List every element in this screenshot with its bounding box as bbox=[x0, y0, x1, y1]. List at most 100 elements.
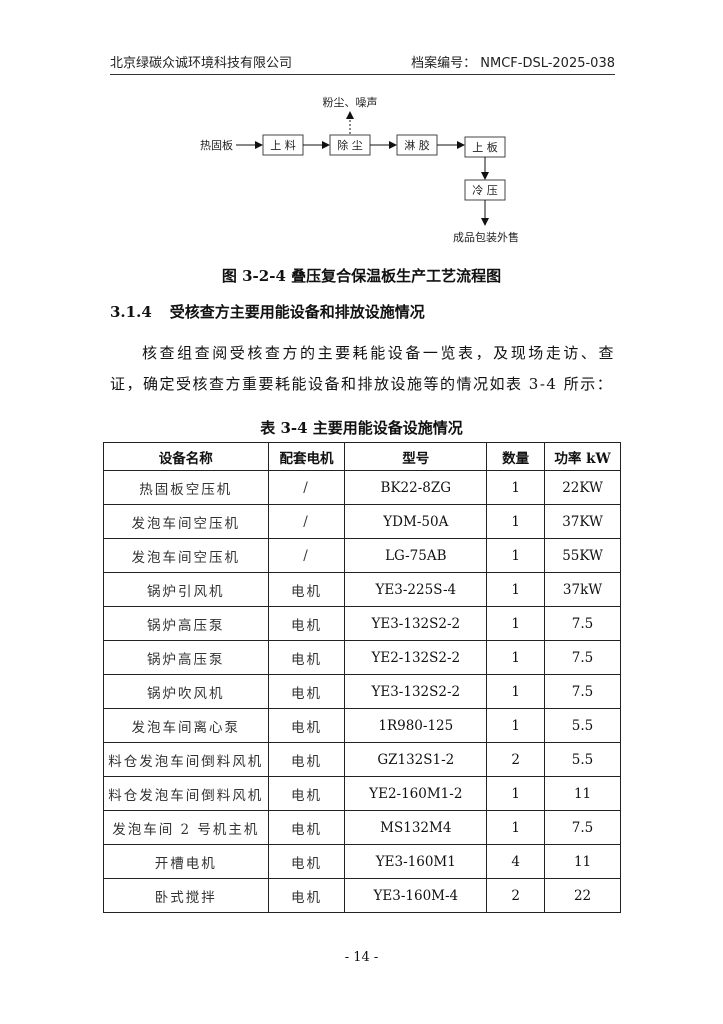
table-row: 发泡车间 2 号机主机 电机 MS132M4 1 7.5 bbox=[103, 810, 621, 845]
table-cell: YE3-225S-4 bbox=[344, 572, 488, 607]
table-cell: 发泡车间空压机 bbox=[103, 538, 269, 573]
page-number: - 14 - bbox=[344, 950, 379, 965]
column-header: 配套电机 bbox=[267, 442, 346, 471]
table-cell: / bbox=[267, 504, 346, 539]
table-cell: 发泡车间空压机 bbox=[103, 504, 269, 539]
table-cell: 55KW bbox=[544, 538, 621, 573]
table-cell: / bbox=[267, 538, 346, 573]
flow-output: 成品包装外售 bbox=[453, 230, 519, 244]
table-cell: BK22-8ZG bbox=[344, 470, 488, 505]
table-cell: 电机 bbox=[267, 572, 346, 607]
table-caption: 表 3-4 主要用能设备设施情况 bbox=[260, 419, 463, 437]
table-row: 发泡车间空压机 / YDM-50A 1 37KW bbox=[103, 504, 621, 539]
table-cell: 1 bbox=[486, 674, 546, 709]
table-cell: 料仓发泡车间倒料风机 bbox=[103, 776, 269, 811]
table-cell: 锅炉高压泵 bbox=[103, 606, 269, 641]
section-number: 3.1.4 bbox=[110, 303, 152, 321]
table-row: 锅炉吹风机 电机 YE3-132S2-2 1 7.5 bbox=[103, 674, 621, 709]
table-cell: 7.5 bbox=[544, 674, 621, 709]
table-cell: 2 bbox=[486, 878, 546, 913]
flow-emission: 粉尘、噪声 bbox=[323, 95, 378, 109]
table-cell: 5.5 bbox=[544, 708, 621, 743]
table-row: 锅炉高压泵 电机 YE2-132S2-2 1 7.5 bbox=[103, 640, 621, 675]
table-cell: GZ132S1-2 bbox=[344, 742, 488, 777]
table-cell: 锅炉高压泵 bbox=[103, 640, 269, 675]
table-cell: 37kW bbox=[544, 572, 621, 607]
table-cell: 1 bbox=[486, 640, 546, 675]
column-header: 型号 bbox=[344, 442, 488, 471]
table-cell: 1 bbox=[486, 504, 546, 539]
table-cell: 电机 bbox=[267, 708, 346, 743]
table-row: 卧式搅拌 电机 YE3-160M-4 2 22 bbox=[103, 878, 621, 913]
table-cell: 2 bbox=[486, 742, 546, 777]
table-cell: 锅炉引风机 bbox=[103, 572, 269, 607]
table-row: 料仓发泡车间倒料风机 电机 GZ132S1-2 2 5.5 bbox=[103, 742, 621, 777]
table-cell: 发泡车间离心泵 bbox=[103, 708, 269, 743]
table-cell: 5.5 bbox=[544, 742, 621, 777]
table-cell: 电机 bbox=[267, 640, 346, 675]
table-cell: 电机 bbox=[267, 810, 346, 845]
flow-step: 冷 压 bbox=[464, 179, 506, 201]
table-cell: 开槽电机 bbox=[103, 844, 269, 879]
table-cell: 1 bbox=[486, 810, 546, 845]
table-cell: YE3-132S2-2 bbox=[344, 606, 488, 641]
table-row: 锅炉高压泵 电机 YE3-132S2-2 1 7.5 bbox=[103, 606, 621, 641]
equipment-table: 设备名称 配套电机 型号 数量 功率 kW 热固板空压机 / BK22-8ZG 1 22KW 发泡… bbox=[103, 442, 621, 913]
table-cell: YE3-132S2-2 bbox=[344, 674, 488, 709]
table-cell: YDM-50A bbox=[344, 504, 488, 539]
table-header-row: 设备名称 配套电机 型号 数量 功率 kW bbox=[103, 442, 621, 471]
table-cell: 锅炉吹风机 bbox=[103, 674, 269, 709]
table-row: 热固板空压机 / BK22-8ZG 1 22KW bbox=[103, 470, 621, 505]
table-row: 开槽电机 电机 YE3-160M1 4 11 bbox=[103, 844, 621, 879]
table-cell: 1 bbox=[486, 708, 546, 743]
table-cell: 电机 bbox=[267, 742, 346, 777]
table-row: 发泡车间空压机 / LG-75AB 1 55KW bbox=[103, 538, 621, 573]
table-cell: 1 bbox=[486, 470, 546, 505]
company-name: 北京绿碳众诚环境科技有限公司 bbox=[110, 56, 293, 71]
figure-caption: 图 3-2-4 叠压复合保温板生产工艺流程图 bbox=[221, 267, 502, 285]
table-cell: 料仓发泡车间倒料风机 bbox=[103, 742, 269, 777]
table-cell: 卧式搅拌 bbox=[103, 878, 269, 913]
flow-input: 热固板 bbox=[200, 138, 233, 152]
svg-text:上 板: 上 板 bbox=[472, 140, 498, 154]
table-cell: YE3-160M-4 bbox=[344, 878, 488, 913]
table-cell: 22 bbox=[544, 878, 621, 913]
svg-text:淋 胶: 淋 胶 bbox=[404, 138, 430, 152]
column-header: 数量 bbox=[486, 442, 546, 471]
flow-step: 淋 胶 bbox=[396, 134, 438, 156]
table-cell: / bbox=[267, 470, 346, 505]
process-flow-diagram: 热固板 上 料 除 尘 粉尘、噪声 淋 胶 上 板 冷 压 成品包装外售 bbox=[200, 95, 519, 244]
column-header: 功率 kW bbox=[544, 442, 621, 471]
table-cell: 热固板空压机 bbox=[103, 470, 269, 505]
table-cell: 4 bbox=[486, 844, 546, 879]
table-cell: 电机 bbox=[267, 606, 346, 641]
archive-number: 档案编号： NMCF-DSL-2025-038 bbox=[411, 56, 615, 71]
table-cell: LG-75AB bbox=[344, 538, 488, 573]
table-cell: 1 bbox=[486, 538, 546, 573]
table-cell: 37KW bbox=[544, 504, 621, 539]
table-cell: 1 bbox=[486, 776, 546, 811]
table-cell: 电机 bbox=[267, 674, 346, 709]
flow-step: 除 尘 bbox=[329, 134, 371, 156]
table-cell: 7.5 bbox=[544, 640, 621, 675]
table-cell: MS132M4 bbox=[344, 810, 488, 845]
table-cell: YE2-132S2-2 bbox=[344, 640, 488, 675]
table-row: 料仓发泡车间倒料风机 电机 YE2-160M1-2 1 11 bbox=[103, 776, 621, 811]
svg-text:除 尘: 除 尘 bbox=[337, 138, 363, 152]
column-header: 设备名称 bbox=[103, 442, 269, 471]
section-heading: 3.1.4 受核查方主要用能设备和排放设施情况 bbox=[110, 301, 425, 322]
table-cell: YE2-160M1-2 bbox=[344, 776, 488, 811]
table-cell: YE3-160M1 bbox=[344, 844, 488, 879]
flow-step: 上 料 bbox=[262, 134, 304, 156]
table-cell: 1 bbox=[486, 606, 546, 641]
table-cell: 1R980-125 bbox=[344, 708, 488, 743]
table-cell: 11 bbox=[544, 844, 621, 879]
table-cell: 电机 bbox=[267, 844, 346, 879]
table-row: 锅炉引风机 电机 YE3-225S-4 1 37kW bbox=[103, 572, 621, 607]
table-cell: 1 bbox=[486, 572, 546, 607]
table-cell: 22KW bbox=[544, 470, 621, 505]
table-cell: 11 bbox=[544, 776, 621, 811]
svg-text:冷 压: 冷 压 bbox=[472, 184, 498, 197]
table-cell: 发泡车间 2 号机主机 bbox=[103, 810, 269, 845]
section-title: 受核查方主要用能设备和排放设施情况 bbox=[169, 303, 425, 321]
